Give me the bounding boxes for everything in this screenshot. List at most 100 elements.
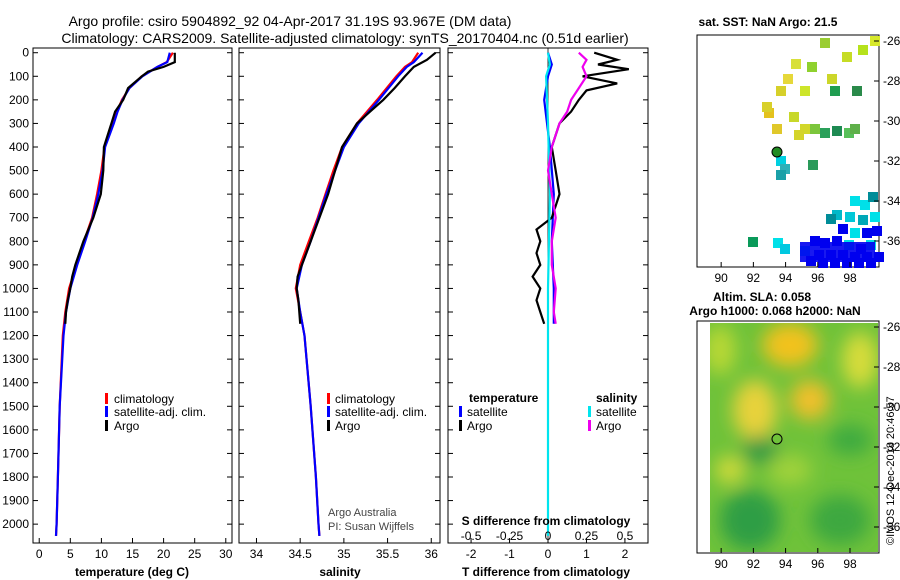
sst-cell bbox=[844, 128, 854, 138]
x-tick-label: 35.5 bbox=[376, 547, 400, 561]
series-line-argo bbox=[295, 51, 437, 324]
lat-tick-label: -34 bbox=[883, 480, 900, 494]
depth-tick-label: 1300 bbox=[2, 352, 29, 366]
lon-tick-label: 90 bbox=[714, 557, 728, 571]
lon-tick-label: 90 bbox=[714, 271, 728, 285]
sst-cell bbox=[862, 228, 872, 238]
x-tick-label: 35 bbox=[337, 547, 351, 561]
title-line-2: Climatology: CARS2009. Satellite-adjuste… bbox=[61, 30, 628, 46]
s-diff-tick-label: 0.5 bbox=[617, 529, 634, 543]
sla-map-panel: Altim. SLA: 0.058 Argo h1000: 0.068 h200… bbox=[689, 290, 900, 571]
s-diff-tick-label: 0.25 bbox=[575, 529, 599, 543]
sla-lat-tick-labels: -26 -28 -30 -32 -34 -36 bbox=[874, 320, 900, 534]
series-line-satellite-adj-clim- bbox=[295, 51, 424, 536]
x-tick-label: 25 bbox=[188, 547, 202, 561]
sst-cell bbox=[748, 237, 758, 247]
sst-cell bbox=[874, 252, 884, 262]
depth-tick-labels: 0 100 200 300 400 500 600 700 800 900 1000 1100 1200… bbox=[2, 46, 29, 531]
sla-title-2: Argo h1000: 0.068 h2000: NaN bbox=[689, 304, 860, 318]
lon-tick-label: 96 bbox=[811, 557, 825, 571]
x-tick-label: 0 bbox=[545, 547, 552, 561]
lon-tick-label: 98 bbox=[843, 557, 857, 571]
argo-position-marker bbox=[771, 146, 783, 158]
sst-cell bbox=[772, 124, 782, 134]
sst-cell bbox=[807, 62, 817, 72]
legend-temperature-title: temperature bbox=[469, 391, 539, 405]
salinity-legend: climatology satellite-adj. clim. Argo bbox=[327, 392, 427, 433]
sst-cell bbox=[842, 52, 852, 62]
depth-tick-label: 0 bbox=[22, 46, 29, 60]
sst-cell bbox=[827, 74, 837, 84]
sst-title: sat. SST: NaN Argo: 21.5 bbox=[699, 15, 838, 29]
sst-cells bbox=[748, 36, 884, 268]
sst-cell bbox=[810, 124, 820, 134]
s-diff-tick-label: 0 bbox=[545, 529, 552, 543]
temperature-xlabel: temperature (deg C) bbox=[75, 565, 189, 579]
x-tick-label: -2 bbox=[466, 547, 477, 561]
credit-pi: PI: Susan Wijffels bbox=[328, 521, 414, 533]
lat-tick-label: -30 bbox=[883, 400, 900, 414]
sst-cell bbox=[845, 212, 855, 222]
s-diff-tick-label: -0.5 bbox=[461, 529, 482, 543]
title-line-1: Argo profile: csiro 5904892_92 04-Apr-20… bbox=[69, 13, 512, 29]
sst-cell bbox=[791, 59, 801, 69]
lon-tick-label: 94 bbox=[779, 271, 793, 285]
depth-tick-label: 1100 bbox=[3, 305, 29, 319]
x-tick-label: 10 bbox=[95, 547, 109, 561]
sst-cell bbox=[783, 74, 793, 84]
sst-cell bbox=[808, 160, 818, 170]
legend-t-satellite: satellite bbox=[467, 405, 508, 419]
legend-satellite-adj: satellite-adj. clim. bbox=[114, 405, 206, 419]
sst-cell bbox=[773, 238, 783, 248]
sst-cell bbox=[826, 214, 836, 224]
sst-cell bbox=[830, 258, 840, 268]
salinity-xlabel: salinity bbox=[319, 565, 361, 579]
lat-tick-label: -36 bbox=[883, 234, 900, 248]
sst-cell bbox=[764, 108, 774, 118]
sst-cell bbox=[852, 86, 862, 96]
sst-cell bbox=[858, 215, 868, 225]
sst-cell bbox=[842, 258, 852, 268]
lat-tick-label: -32 bbox=[883, 440, 900, 454]
salinity-panel: 34 34.5 35 35.5 36 salinity climatology sate… bbox=[238, 47, 441, 579]
lon-tick-label: 92 bbox=[747, 557, 761, 571]
sst-cell bbox=[776, 170, 786, 180]
x-tick-label: 1 bbox=[583, 547, 590, 561]
series-line-t-argo bbox=[531, 51, 629, 325]
salinity-lines bbox=[294, 51, 437, 536]
difference-lines bbox=[531, 48, 629, 543]
depth-tick-label: 600 bbox=[9, 187, 29, 201]
x-tick-label: 0 bbox=[36, 547, 43, 561]
depth-tick-label: 1600 bbox=[2, 423, 29, 437]
depth-tick-label: 1400 bbox=[2, 376, 29, 390]
temperature-tick-labels: 0 5 10 15 20 25 30 bbox=[33, 52, 233, 561]
legend-s-satellite: satellite bbox=[596, 405, 637, 419]
lon-tick-label: 94 bbox=[779, 557, 793, 571]
sst-cell bbox=[866, 258, 876, 268]
sst-cell bbox=[832, 126, 842, 136]
sst-cell bbox=[850, 228, 860, 238]
sst-cell bbox=[789, 112, 799, 122]
legend-climatology: climatology bbox=[335, 392, 395, 406]
credit-timestamp: ©IMOS 12-Dec-2018 20:46:57 bbox=[885, 396, 897, 545]
s-diff-tick-label: -0.25 bbox=[496, 529, 524, 543]
sst-cell bbox=[838, 224, 848, 234]
depth-tick-label: 1200 bbox=[2, 329, 29, 343]
x-tick-label: -1 bbox=[504, 547, 515, 561]
t-diff-xlabel: T difference from climatology bbox=[462, 565, 630, 579]
legend-salinity-title: salinity bbox=[596, 391, 638, 405]
argo-position-marker bbox=[771, 433, 783, 445]
depth-tick-label: 200 bbox=[9, 93, 29, 107]
lat-tick-label: -30 bbox=[883, 114, 900, 128]
legend-argo: Argo bbox=[335, 419, 361, 433]
sst-cell bbox=[850, 124, 860, 134]
sst-cell bbox=[820, 38, 830, 48]
depth-tick-label: 300 bbox=[9, 116, 29, 130]
sst-lat-tick-labels: -26 -28 -30 -32 -34 -36 bbox=[874, 34, 900, 248]
sst-map-panel: sat. SST: NaN Argo: 21.5 -26 -28 -30 -32 -34… bbox=[696, 15, 900, 285]
legend-satellite-adj: satellite-adj. clim. bbox=[335, 405, 427, 419]
sst-cell bbox=[780, 164, 790, 174]
depth-tick-label: 1900 bbox=[2, 494, 29, 508]
temperature-lines bbox=[54, 52, 176, 536]
lon-tick-label: 96 bbox=[811, 271, 825, 285]
